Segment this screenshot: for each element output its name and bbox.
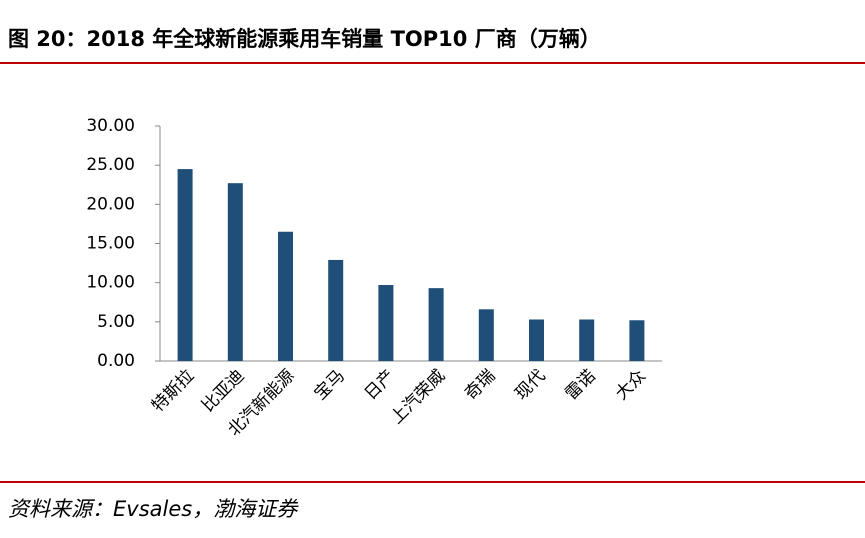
- y-tick-label: 15.00: [86, 234, 135, 254]
- bar: [629, 320, 645, 361]
- bar: [177, 169, 193, 361]
- y-tick-label: 20.00: [86, 194, 135, 214]
- x-tick-label: 雷诺: [562, 366, 600, 404]
- x-tick-label: 特斯拉: [148, 366, 198, 416]
- x-tick-label: 现代: [511, 366, 549, 404]
- chart-title: 图 20：2018 年全球新能源乘用车销量 TOP10 厂商（万辆）: [8, 27, 601, 51]
- bar: [428, 288, 444, 361]
- x-tick-label: 大众: [612, 366, 650, 404]
- bar: [579, 319, 595, 361]
- bar: [278, 231, 293, 361]
- y-tick-label: 30.00: [86, 116, 135, 136]
- bar: [227, 183, 243, 361]
- y-tick-label: 5.00: [97, 312, 135, 332]
- x-tick-label: 上汽荣威: [387, 366, 449, 428]
- x-tick-label: 宝马: [311, 366, 349, 404]
- bar: [328, 259, 344, 361]
- y-tick-label: 25.00: [86, 155, 135, 175]
- y-tick-label: 0.00: [97, 351, 135, 371]
- x-tick-label: 奇瑞: [461, 366, 499, 404]
- bar: [378, 285, 394, 361]
- bar: [478, 309, 494, 361]
- source-note: 资料来源：Evsales，渤海证券: [8, 497, 299, 521]
- bar: [529, 319, 544, 361]
- x-tick-label: 日产: [361, 366, 399, 404]
- y-tick-label: 10.00: [86, 273, 135, 293]
